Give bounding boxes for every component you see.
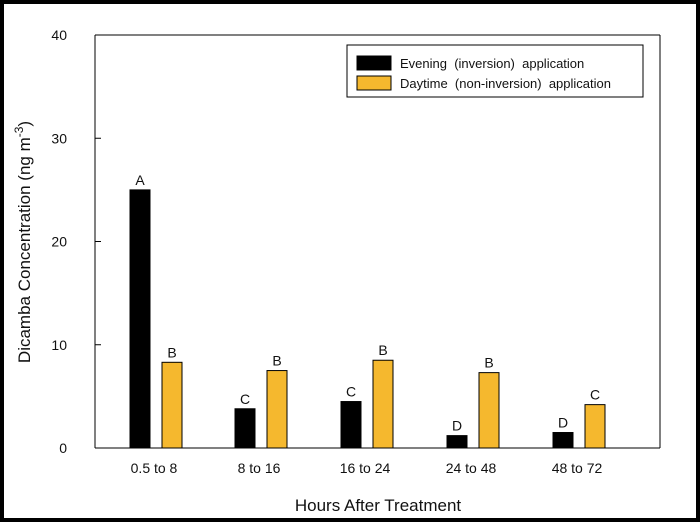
significance-label: C xyxy=(590,387,600,403)
x-axis-title: Hours After Treatment xyxy=(295,496,462,515)
legend-box xyxy=(346,44,644,98)
y-tick-label: 10 xyxy=(51,337,67,353)
x-tick-label: 48 to 72 xyxy=(552,460,603,476)
legend-swatch-daytime xyxy=(356,75,392,91)
significance-label: B xyxy=(378,342,387,358)
y-tick-label: 20 xyxy=(51,234,67,250)
significance-label: C xyxy=(346,384,356,400)
bar-evening xyxy=(446,435,468,449)
x-tick-label: 24 to 48 xyxy=(446,460,497,476)
legend-label-daytime: Daytime (non-inversion) application xyxy=(400,76,611,91)
significance-label: C xyxy=(240,391,250,407)
y-axis-title: Dicamba Concentration (ng m-3) xyxy=(12,121,34,363)
y-tick-label: 30 xyxy=(51,130,67,146)
significance-label: D xyxy=(452,418,462,434)
y-axis-title-sup: -3 xyxy=(12,126,26,137)
significance-labels: A B C B C B D B D C xyxy=(135,172,600,434)
significance-label: A xyxy=(135,172,145,188)
bar-evening xyxy=(129,189,151,449)
significance-label: B xyxy=(167,344,176,360)
significance-label: B xyxy=(272,353,281,369)
x-tick-label: 16 to 24 xyxy=(340,460,391,476)
legend: Evening (inversion) application Daytime … xyxy=(346,44,644,98)
bars xyxy=(129,189,606,449)
bar-evening xyxy=(552,432,574,449)
legend-label-evening: Evening (inversion) application xyxy=(400,56,584,71)
x-tick-label: 0.5 to 8 xyxy=(131,460,178,476)
y-tick-label: 0 xyxy=(59,440,67,456)
bar-daytime xyxy=(372,359,394,449)
y-tick-label: 40 xyxy=(51,27,67,43)
significance-label: D xyxy=(558,415,568,431)
y-axis-title-close: ) xyxy=(15,121,34,127)
bar-evening xyxy=(340,401,362,449)
bar-daytime xyxy=(584,404,606,449)
bar-daytime xyxy=(161,361,183,449)
bar-evening xyxy=(234,408,256,449)
bar-daytime xyxy=(478,372,500,449)
x-tick-label: 8 to 16 xyxy=(238,460,281,476)
bar-daytime xyxy=(266,370,288,449)
y-ticks: 0 10 20 30 40 xyxy=(51,27,101,456)
legend-swatch-evening xyxy=(356,55,392,71)
y-axis-title-main: Dicamba Concentration (ng m xyxy=(15,137,34,363)
significance-label: B xyxy=(484,355,493,371)
x-ticks: 0.5 to 8 8 to 16 16 to 24 24 to 48 48 to 72 xyxy=(131,460,603,476)
